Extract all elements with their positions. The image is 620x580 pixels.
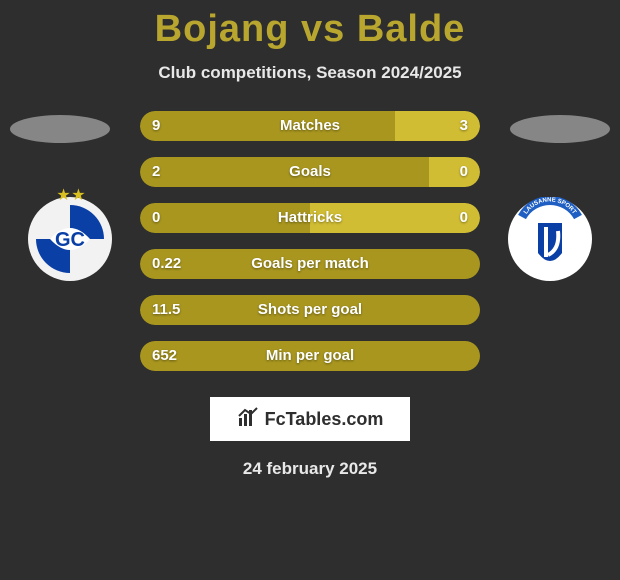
- stat-row-hattricks: Hattricks0 0: [140, 203, 480, 233]
- comparison-area: ★ ★ GC LAUSANNE SPORT Matches93Goals20Ha…: [0, 111, 620, 371]
- halo-left: [10, 115, 110, 143]
- stat-value-left: 9: [152, 111, 160, 141]
- badge-right-svg: LAUSANNE SPORT: [508, 197, 592, 281]
- date-label: 24 february 2025: [0, 459, 620, 479]
- fctables-logo-icon: [237, 406, 259, 433]
- stat-label: Matches: [140, 111, 480, 141]
- stat-value-left: 652: [152, 341, 177, 371]
- stat-label: Shots per goal: [140, 295, 480, 325]
- badge-left-svg: GC: [28, 197, 112, 281]
- club-badge-right: LAUSANNE SPORT: [508, 197, 592, 281]
- svg-text:GC: GC: [55, 229, 85, 251]
- stat-label: Goals: [140, 157, 480, 187]
- stat-row-min-per-goal: Min per goal652: [140, 341, 480, 371]
- halo-right: [510, 115, 610, 143]
- stars-icon: ★ ★: [56, 185, 83, 205]
- stat-row-goals: Goals2 0: [140, 157, 480, 187]
- branding-box[interactable]: FcTables.com: [210, 397, 410, 441]
- stat-row-goals-per-match: Goals per match0.22: [140, 249, 480, 279]
- branding-text: FcTables.com: [265, 409, 384, 430]
- stat-label: Goals per match: [140, 249, 480, 279]
- subtitle: Club competitions, Season 2024/2025: [0, 63, 620, 83]
- stat-row-shots-per-goal: Shots per goal11.5: [140, 295, 480, 325]
- stat-value-left: 2: [152, 157, 160, 187]
- stat-value-right: 0: [460, 157, 468, 187]
- stat-value-left: 11.5: [152, 295, 180, 325]
- club-badge-left: ★ ★ GC: [28, 197, 112, 281]
- page-title: Bojang vs Balde: [0, 0, 620, 51]
- stat-value-left: 0: [152, 203, 160, 233]
- stat-row-matches: Matches9 3: [140, 111, 480, 141]
- stat-value-left: 0.22: [152, 249, 181, 279]
- stat-label: Hattricks: [140, 203, 480, 233]
- stat-label: Min per goal: [140, 341, 480, 371]
- stat-value-right: 3: [460, 111, 468, 141]
- stat-value-right: 0: [460, 203, 468, 233]
- stat-bars: Matches93Goals20Hattricks00Goals per mat…: [140, 111, 480, 387]
